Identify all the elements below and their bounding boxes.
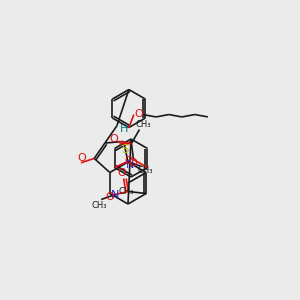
Text: O: O [118,169,127,178]
Text: O: O [128,158,137,167]
Text: O: O [134,109,143,118]
Text: N: N [126,160,134,170]
Text: O: O [77,153,86,163]
Text: H: H [120,124,128,134]
Text: CH₃: CH₃ [138,166,153,175]
Text: O: O [124,155,133,166]
Text: CH₃: CH₃ [118,187,134,196]
Text: CH₃: CH₃ [92,201,107,210]
Text: CH₃: CH₃ [136,120,151,129]
Text: O: O [109,134,118,145]
Text: N: N [111,190,119,200]
Text: S: S [121,143,128,156]
Text: O: O [106,191,115,202]
